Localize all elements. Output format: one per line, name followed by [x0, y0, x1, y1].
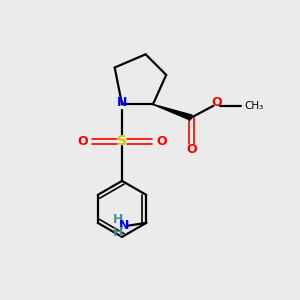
Text: H: H: [113, 213, 124, 226]
Text: S: S: [117, 134, 127, 148]
Text: N: N: [119, 219, 129, 232]
Text: O: O: [211, 96, 222, 109]
Text: N: N: [117, 95, 127, 109]
Text: H: H: [113, 226, 124, 239]
Text: O: O: [186, 143, 196, 156]
Text: CH₃: CH₃: [245, 101, 264, 111]
Text: O: O: [157, 135, 167, 148]
Polygon shape: [153, 104, 192, 120]
Text: O: O: [77, 135, 88, 148]
